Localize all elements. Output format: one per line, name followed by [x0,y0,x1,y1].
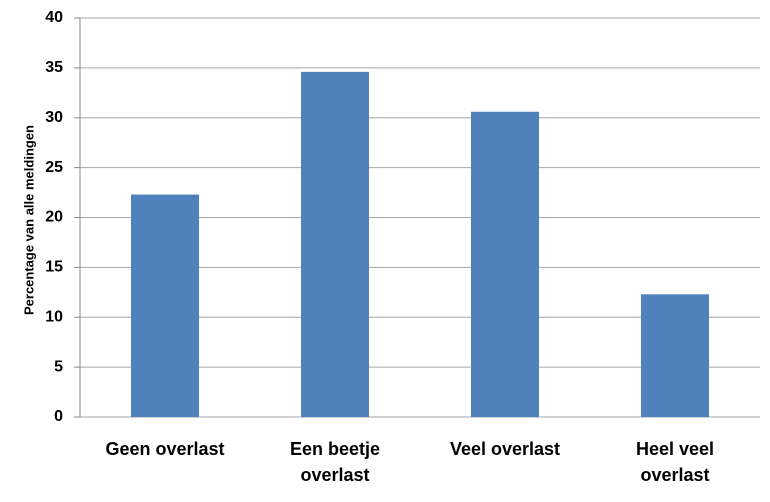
x-tick-label: Geen overlast [105,439,225,459]
y-tick-label: 0 [54,408,63,425]
y-tick-label: 30 [45,109,63,126]
y-tick-label: 25 [45,159,63,176]
y-tick-label: 35 [45,59,63,76]
y-tick-label: 5 [54,358,63,375]
y-tick-label: 10 [45,308,63,325]
y-tick-label: 20 [45,209,63,226]
y-tick-label: 15 [45,259,63,276]
x-tick-label: Veel overlast [449,439,561,459]
bar [301,71,369,418]
bar [471,111,539,417]
y-tick-label: 40 [45,9,63,26]
y-axis-label: Percentage van alle meldingen [21,125,36,315]
x-tick-label: Heel veel overlast [635,439,715,485]
bar [641,294,709,417]
bar [131,194,199,417]
x-tick-label: Een beetje overlast [289,439,381,485]
